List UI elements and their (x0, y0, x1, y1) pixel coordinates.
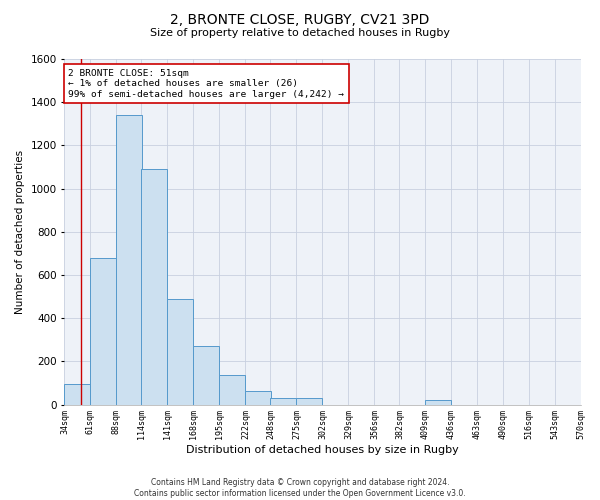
Bar (220, 376, 245, 404)
Text: Contains HM Land Registry data © Crown copyright and database right 2024.
Contai: Contains HM Land Registry data © Crown c… (134, 478, 466, 498)
X-axis label: Distribution of detached houses by size in Rugby: Distribution of detached houses by size … (186, 445, 459, 455)
Bar (167, 298, 193, 405)
Text: Size of property relative to detached houses in Rugby: Size of property relative to detached ho… (150, 28, 450, 38)
Bar (116, 115, 142, 405)
Bar (64, 384, 91, 404)
Bar (425, 400, 451, 404)
Y-axis label: Number of detached properties: Number of detached properties (15, 150, 25, 314)
Bar (193, 346, 220, 405)
Bar (271, 398, 296, 404)
Text: 2, BRONTE CLOSE, RUGBY, CV21 3PD: 2, BRONTE CLOSE, RUGBY, CV21 3PD (170, 12, 430, 26)
Bar (91, 258, 116, 404)
Bar (245, 390, 271, 404)
Bar (296, 398, 322, 404)
Text: 2 BRONTE CLOSE: 51sqm
← 1% of detached houses are smaller (26)
99% of semi-detac: 2 BRONTE CLOSE: 51sqm ← 1% of detached h… (68, 68, 344, 98)
Bar (142, 169, 167, 404)
